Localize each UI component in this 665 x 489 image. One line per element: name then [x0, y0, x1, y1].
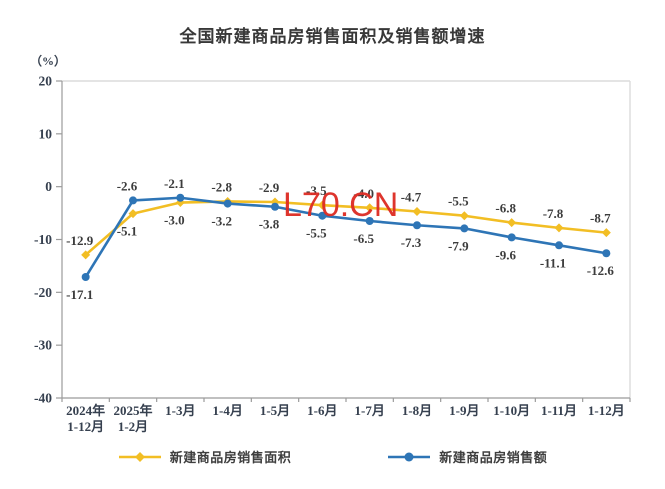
data-point-marker	[554, 223, 564, 233]
chart-legend: 新建商品房销售面积 新建商品房销售额	[0, 447, 665, 466]
data-point-marker	[223, 199, 232, 208]
x-axis-category-label: 1-9月	[449, 403, 479, 418]
x-axis-category-label: 1-12月	[67, 419, 104, 434]
legend-sales-amount-label: 新建商品房销售额	[439, 450, 548, 465]
data-label: -7.9	[448, 238, 469, 253]
data-label: -2.8	[211, 179, 232, 194]
legend-diamond-marker-icon	[134, 451, 145, 462]
data-point-marker	[459, 211, 469, 221]
legend-item-sales-area: 新建商品房销售面积	[118, 447, 292, 466]
legend-item-sales-amount: 新建商品房销售额	[387, 447, 547, 466]
legend-sales-amount-swatch-icon	[388, 452, 431, 461]
data-label: -8.7	[590, 211, 611, 226]
data-label: -7.3	[401, 235, 422, 250]
data-point-marker	[271, 202, 279, 211]
x-axis-category-label: 2025年	[113, 403, 152, 418]
x-axis-category-label: 2024年	[66, 403, 105, 418]
y-axis-tick-label: -40	[34, 391, 52, 406]
data-label: -3.2	[211, 214, 232, 229]
data-label: -5.5	[448, 194, 469, 209]
data-label: -6.8	[495, 201, 516, 216]
data-point-marker	[365, 217, 374, 226]
data-point-marker	[81, 273, 90, 282]
y-axis-unit-label: （%）	[30, 54, 67, 68]
data-label: -2.1	[164, 176, 185, 191]
data-label: -12.9	[66, 233, 94, 248]
data-point-marker	[365, 203, 375, 213]
x-axis-category-label: 1-12月	[588, 403, 625, 418]
data-label: -3.0	[164, 213, 185, 228]
y-axis-tick-label: -10	[34, 232, 52, 247]
data-label: -4.7	[401, 189, 422, 204]
x-axis-category-label: 1-7月	[354, 403, 384, 418]
y-axis-tick-label: -30	[34, 338, 52, 353]
data-point-marker	[602, 249, 611, 258]
y-axis-tick-label: -20	[34, 285, 52, 300]
data-label: -5.5	[306, 226, 327, 241]
data-label: -17.1	[66, 287, 93, 302]
legend-circle-marker-icon	[404, 452, 414, 461]
series-line-0	[84, 200, 608, 257]
data-label: -5.1	[117, 224, 138, 239]
series-line-1	[84, 196, 608, 279]
data-label: -3.5	[306, 183, 327, 198]
data-point-marker	[507, 233, 516, 242]
x-axis-category-label: 1-4月	[212, 403, 242, 418]
data-point-marker	[413, 221, 421, 230]
data-point-marker	[128, 209, 138, 219]
data-point-marker	[601, 228, 611, 238]
data-label: -11.1	[540, 255, 566, 270]
x-axis-category-label: 1-2月	[118, 419, 148, 434]
data-point-marker	[317, 200, 327, 210]
data-label: -7.8	[543, 206, 564, 221]
y-axis-tick-label: 20	[39, 74, 53, 89]
chart-title: 全国新建商品房销售面积及销售额增速	[179, 27, 486, 46]
x-axis-category-label: 1-6月	[307, 403, 337, 418]
legend-sales-area-swatch-icon	[118, 451, 161, 462]
data-point-marker	[176, 193, 185, 202]
x-axis-category-label: 1-3月	[165, 403, 195, 418]
y-axis-tick-label: 10	[39, 126, 53, 141]
data-label: -9.6	[495, 247, 516, 262]
data-point-marker	[81, 250, 91, 260]
data-label: -12.6	[587, 263, 615, 278]
data-label: -2.9	[259, 180, 280, 195]
data-point-marker	[318, 211, 327, 220]
data-point-marker	[129, 196, 137, 205]
data-point-marker	[460, 224, 469, 233]
y-axis-tick-label: 0	[45, 179, 52, 194]
data-label: -2.6	[117, 178, 138, 193]
data-label: -4.0	[353, 186, 374, 201]
x-axis-category-label: 1-11月	[541, 403, 577, 418]
data-point-marker	[507, 218, 517, 228]
x-axis-category-label: 1-5月	[260, 403, 290, 418]
data-point-marker	[555, 241, 563, 250]
x-axis-category-label: 1-10月	[493, 403, 530, 418]
data-label: -3.8	[259, 217, 280, 232]
data-label: -6.5	[353, 231, 374, 246]
data-point-marker	[412, 206, 422, 216]
x-axis-category-label: 1-8月	[402, 403, 432, 418]
legend-sales-area-label: 新建商品房销售面积	[169, 450, 292, 465]
